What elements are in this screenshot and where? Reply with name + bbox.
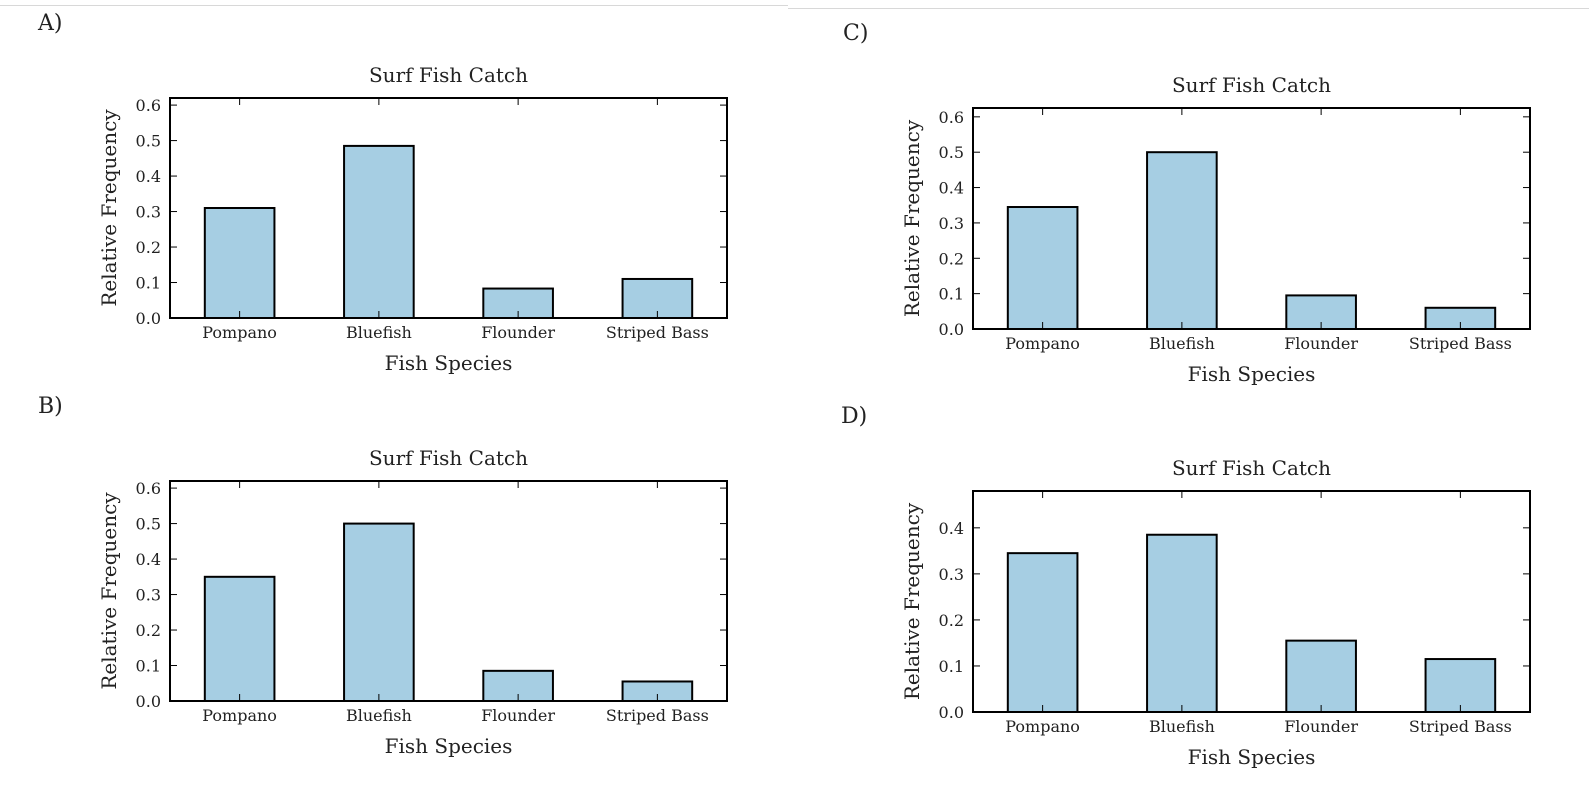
plot-frame xyxy=(169,97,728,319)
y-tick-label: 0.0 xyxy=(136,692,161,711)
y-axis-label: Relative Frequency xyxy=(900,502,924,700)
plot-frame xyxy=(972,107,1531,330)
bar-bluefish xyxy=(343,522,415,702)
y-tick-label: 0.5 xyxy=(136,515,161,534)
y-tick-label: 0.1 xyxy=(136,274,161,293)
y-tick-label: 0.1 xyxy=(136,657,161,676)
x-axis-label: Fish Species xyxy=(385,351,513,375)
y-tick-label: 0.2 xyxy=(939,249,964,268)
y-axis-label: Relative Frequency xyxy=(97,109,121,307)
y-tick-label: 0.6 xyxy=(136,96,161,115)
panel-label-b: B) xyxy=(38,394,63,419)
bar-pompano xyxy=(203,207,276,319)
x-tick-label: Flounder xyxy=(481,323,555,342)
panel-label-c: C) xyxy=(843,21,869,46)
y-tick-label: 0.4 xyxy=(136,550,161,569)
chart-title: Surf Fish Catch xyxy=(1172,73,1331,97)
y-tick-label: 0.4 xyxy=(939,519,964,538)
bar-bluefish xyxy=(1146,151,1218,330)
y-tick-label: 0.2 xyxy=(136,238,161,257)
y-tick-label: 0.1 xyxy=(939,285,964,304)
x-tick-label: Pompano xyxy=(202,323,277,342)
top-divider-right xyxy=(788,8,1589,9)
x-tick-label: Striped Bass xyxy=(1409,717,1512,736)
y-tick-label: 0.4 xyxy=(136,167,161,186)
bar-pompano xyxy=(1006,206,1079,330)
y-tick-label: 0.0 xyxy=(939,320,964,339)
x-tick-label: Bluefish xyxy=(1149,334,1215,353)
x-tick-label: Flounder xyxy=(481,706,555,725)
y-tick-label: 0.3 xyxy=(939,214,964,233)
x-tick-label: Flounder xyxy=(1284,334,1358,353)
y-tick-label: 0.5 xyxy=(939,143,964,162)
panel-label-d: D) xyxy=(841,404,868,429)
plot-frame xyxy=(169,480,728,702)
y-axis-label: Relative Frequency xyxy=(900,119,924,317)
x-axis-label: Fish Species xyxy=(1188,745,1316,769)
y-tick-label: 0.2 xyxy=(939,611,964,630)
x-tick-label: Bluefish xyxy=(1149,717,1215,736)
panel-label-a: A) xyxy=(38,11,63,36)
chart-d: Surf Fish Catch 0.0 0.1 0.2 0.3 0.4 Pompano Blu… xyxy=(900,456,1531,769)
y-tick-label: 0.3 xyxy=(939,565,964,584)
top-divider-left xyxy=(0,5,788,6)
y-tick-label: 0.1 xyxy=(939,657,964,676)
y-tick-label: 0.0 xyxy=(136,309,161,328)
bar-striped-bass xyxy=(1424,658,1497,714)
y-tick-label: 0.4 xyxy=(939,179,964,198)
y-tick-label: 0.6 xyxy=(939,108,964,127)
x-tick-label: Bluefish xyxy=(346,323,412,342)
plot-frame xyxy=(972,490,1531,713)
x-tick-label: Striped Bass xyxy=(606,706,709,725)
chart-a: Surf Fish Catch 0.0 0.1 0.2 0.3 0.4 0.5 0.6 Pomp… xyxy=(97,63,728,375)
x-axis-label: Fish Species xyxy=(385,734,513,758)
bar-bluefish xyxy=(343,144,415,319)
y-tick-label: 0.0 xyxy=(939,703,964,722)
y-tick-label: 0.6 xyxy=(136,479,161,498)
x-tick-label: Pompano xyxy=(1005,334,1080,353)
x-tick-label: Striped Bass xyxy=(1409,334,1512,353)
chart-title: Surf Fish Catch xyxy=(1172,456,1331,480)
x-tick-label: Pompano xyxy=(1005,717,1080,736)
y-tick-label: 0.5 xyxy=(136,132,161,151)
bar-pompano xyxy=(203,575,276,703)
chart-b: Surf Fish Catch 0.0 0.1 0.2 0.3 0.4 0.5 0.6 Pomp… xyxy=(97,446,728,758)
y-axis-label: Relative Frequency xyxy=(97,492,121,690)
x-tick-label: Flounder xyxy=(1284,717,1358,736)
y-tick-label: 0.2 xyxy=(136,621,161,640)
bar-flounder xyxy=(1285,639,1357,713)
chart-c: Surf Fish Catch 0.0 0.1 0.2 0.3 0.4 0.5 0.6 Pomp… xyxy=(900,73,1531,386)
x-tick-label: Striped Bass xyxy=(606,323,709,342)
bar-pompano xyxy=(1006,552,1079,713)
y-tick-label: 0.3 xyxy=(136,203,161,222)
bar-bluefish xyxy=(1146,533,1218,713)
y-tick-label: 0.3 xyxy=(136,586,161,605)
x-tick-label: Pompano xyxy=(202,706,277,725)
x-tick-label: Bluefish xyxy=(346,706,412,725)
chart-title: Surf Fish Catch xyxy=(369,446,528,470)
chart-title: Surf Fish Catch xyxy=(369,63,528,87)
x-axis-label: Fish Species xyxy=(1188,362,1316,386)
